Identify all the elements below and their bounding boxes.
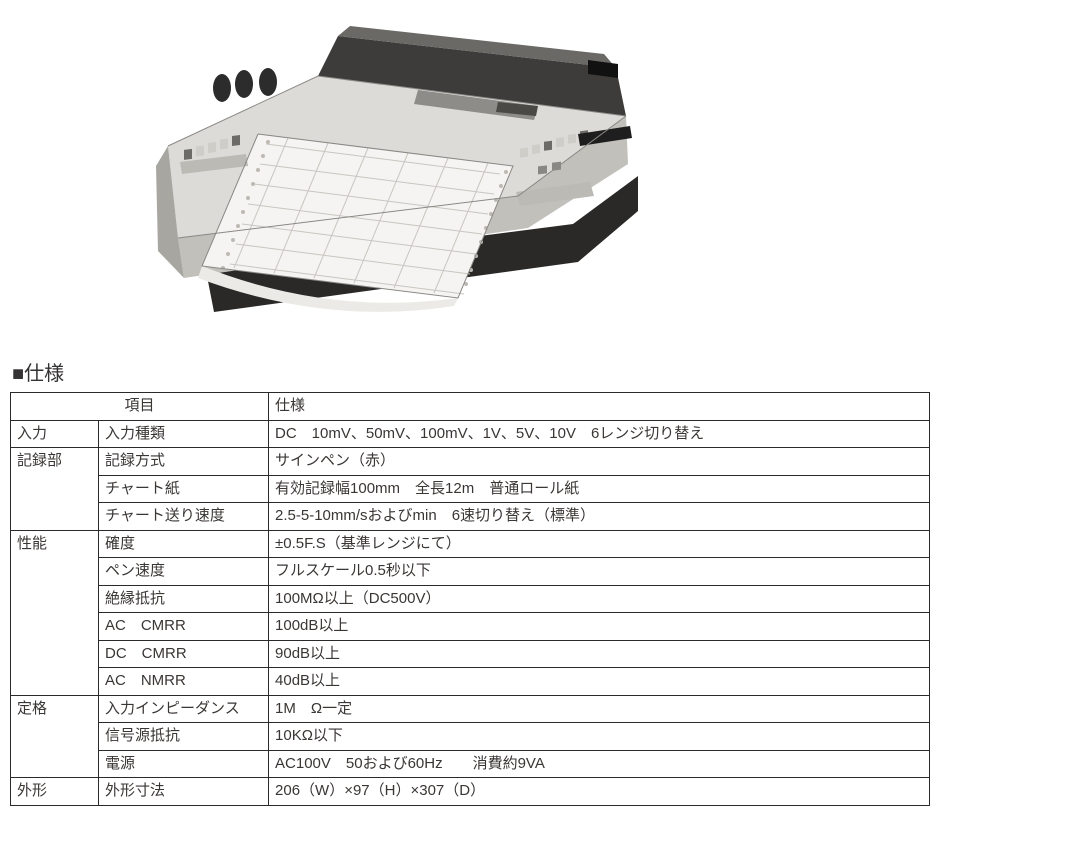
table-row: ペン速度フルスケール0.5秒以下 [11, 558, 930, 586]
spec-cell: DC 10mV、50mV、100mV、1V、5V、10V 6レンジ切り替え [269, 420, 930, 448]
table-row: 電源AC100V 50および60Hz 消費約9VA [11, 750, 930, 778]
table-row: 性能確度±0.5F.S（基準レンジにて） [11, 530, 930, 558]
item-cell: 入力インピーダンス [99, 695, 269, 723]
spec-cell: 100MΩ以上（DC500V） [269, 585, 930, 613]
table-row: チャート送り速度2.5-5-10mm/sおよびmin 6速切り替え（標準） [11, 503, 930, 531]
spec-cell: 1M Ω一定 [269, 695, 930, 723]
spec-cell: ±0.5F.S（基準レンジにて） [269, 530, 930, 558]
section-title: ■仕様 [12, 357, 1077, 386]
category-cell: 記録部 [11, 448, 99, 531]
item-cell: AC CMRR [99, 613, 269, 641]
item-cell: 確度 [99, 530, 269, 558]
item-cell: 絶縁抵抗 [99, 585, 269, 613]
spec-table: 項目 仕様 入力入力種類DC 10mV、50mV、100mV、1V、5V、10V… [10, 392, 930, 806]
spec-cell: AC100V 50および60Hz 消費約9VA [269, 750, 930, 778]
category-cell: 定格 [11, 695, 99, 778]
category-cell: 性能 [11, 530, 99, 695]
item-cell: 電源 [99, 750, 269, 778]
table-row: AC NMRR40dB以上 [11, 668, 930, 696]
item-cell: チャート紙 [99, 475, 269, 503]
table-row: 信号源抵抗10KΩ以下 [11, 723, 930, 751]
item-cell: AC NMRR [99, 668, 269, 696]
header-item: 項目 [11, 393, 269, 421]
table-row: 外形外形寸法206（W）×97（H）×307（D） [11, 778, 930, 806]
table-row: 定格入力インピーダンス1M Ω一定 [11, 695, 930, 723]
table-row: AC CMRR100dB以上 [11, 613, 930, 641]
spec-cell: サインペン（赤） [269, 448, 930, 476]
item-cell: 記録方式 [99, 448, 269, 476]
item-cell: DC CMRR [99, 640, 269, 668]
item-cell: ペン速度 [99, 558, 269, 586]
header-spec: 仕様 [269, 393, 930, 421]
table-row: 入力入力種類DC 10mV、50mV、100mV、1V、5V、10V 6レンジ切… [11, 420, 930, 448]
table-row: チャート紙有効記録幅100mm 全長12m 普通ロール紙 [11, 475, 930, 503]
category-cell: 入力 [11, 420, 99, 448]
spec-cell: 有効記録幅100mm 全長12m 普通ロール紙 [269, 475, 930, 503]
item-cell: 入力種類 [99, 420, 269, 448]
product-photo [8, 12, 1077, 347]
spec-cell: 10KΩ以下 [269, 723, 930, 751]
category-cell: 外形 [11, 778, 99, 806]
item-cell: 信号源抵抗 [99, 723, 269, 751]
spec-cell: フルスケール0.5秒以下 [269, 558, 930, 586]
table-header-row: 項目 仕様 [11, 393, 930, 421]
spec-cell: 90dB以上 [269, 640, 930, 668]
spec-cell: 40dB以上 [269, 668, 930, 696]
spec-cell: 206（W）×97（H）×307（D） [269, 778, 930, 806]
spec-cell: 2.5-5-10mm/sおよびmin 6速切り替え（標準） [269, 503, 930, 531]
item-cell: チャート送り速度 [99, 503, 269, 531]
table-row: 記録部記録方式サインペン（赤） [11, 448, 930, 476]
table-row: 絶縁抵抗100MΩ以上（DC500V） [11, 585, 930, 613]
section-title-text: ■仕様 [12, 363, 64, 385]
item-cell: 外形寸法 [99, 778, 269, 806]
table-row: DC CMRR90dB以上 [11, 640, 930, 668]
spec-cell: 100dB以上 [269, 613, 930, 641]
